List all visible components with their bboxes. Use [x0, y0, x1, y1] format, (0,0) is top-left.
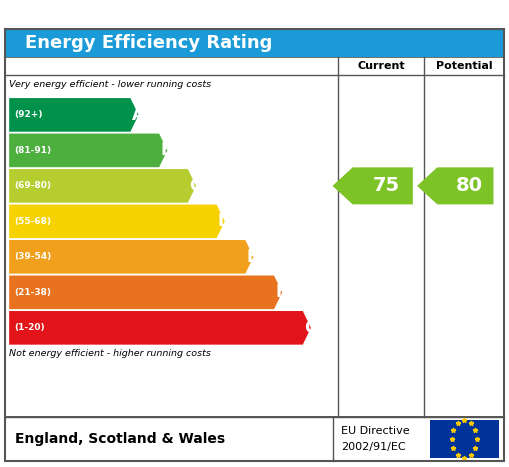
Text: (69-80): (69-80) — [14, 181, 51, 191]
Text: (21-38): (21-38) — [14, 288, 51, 297]
Polygon shape — [9, 134, 167, 167]
Polygon shape — [9, 205, 225, 238]
Text: E: E — [246, 248, 258, 266]
Text: (39-54): (39-54) — [14, 252, 51, 262]
Bar — [5, 29, 504, 57]
Text: (92+): (92+) — [14, 110, 43, 120]
Text: Energy Efficiency Rating: Energy Efficiency Rating — [25, 34, 273, 52]
Bar — [430, 420, 499, 458]
Text: A: A — [131, 106, 145, 124]
Text: Very energy efficient - lower running costs: Very energy efficient - lower running co… — [9, 80, 211, 90]
Text: 2002/91/EC: 2002/91/EC — [341, 442, 406, 453]
Polygon shape — [9, 311, 311, 345]
Text: England, Scotland & Wales: England, Scotland & Wales — [15, 432, 225, 446]
Text: B: B — [160, 142, 173, 159]
Polygon shape — [417, 167, 494, 205]
Polygon shape — [9, 240, 253, 274]
Text: (1-20): (1-20) — [14, 323, 45, 333]
Text: D: D — [218, 212, 232, 230]
Text: G: G — [304, 319, 318, 337]
Polygon shape — [9, 98, 138, 132]
Bar — [5, 417, 504, 461]
Text: Current: Current — [357, 61, 405, 71]
Text: (81-91): (81-91) — [14, 146, 51, 155]
Text: Not energy efficient - higher running costs: Not energy efficient - higher running co… — [9, 349, 211, 358]
Text: F: F — [275, 283, 287, 301]
Text: (55-68): (55-68) — [14, 217, 51, 226]
Text: C: C — [189, 177, 201, 195]
Polygon shape — [9, 169, 196, 203]
Text: 75: 75 — [373, 177, 400, 195]
Bar — [5, 57, 504, 417]
Text: 80: 80 — [456, 177, 483, 195]
Polygon shape — [332, 167, 413, 205]
Text: Potential: Potential — [436, 61, 492, 71]
Text: EU Directive: EU Directive — [341, 425, 410, 436]
Polygon shape — [9, 276, 282, 309]
